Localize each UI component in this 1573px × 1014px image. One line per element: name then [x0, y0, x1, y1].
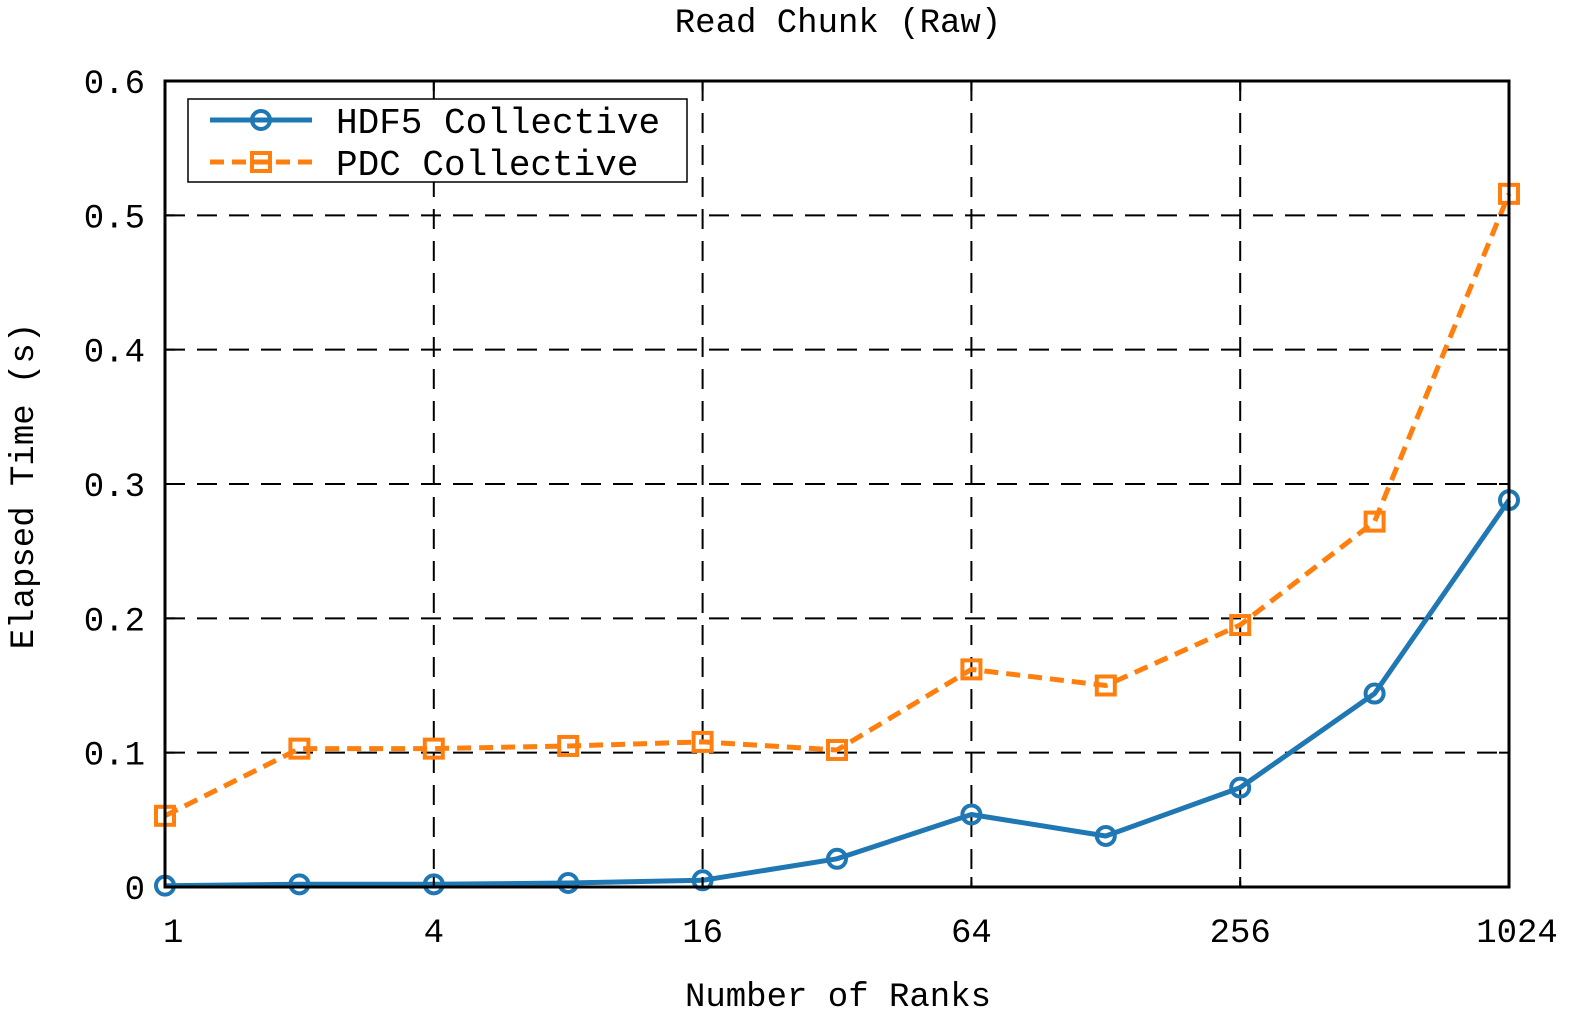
- y-tick-label: 0.2: [84, 603, 145, 641]
- legend-label-pdc: PDC Collective: [336, 145, 638, 186]
- data-point-square: [1094, 674, 1117, 697]
- y-tick-label: 0: [125, 872, 145, 910]
- x-tick-label: 1: [163, 915, 183, 953]
- data-point-square: [826, 738, 848, 761]
- data-point-circle: [557, 871, 580, 894]
- data-point-circle: [691, 869, 714, 892]
- x-axis-title: Number of Ranks: [685, 979, 991, 1014]
- x-tick-label: 4: [424, 915, 444, 953]
- series-pdc-collective: [154, 182, 1520, 827]
- chart-title: Read Chunk (Raw): [675, 5, 1001, 43]
- y-tick-label: 0.1: [84, 738, 145, 776]
- series-hdf5-collective: [154, 489, 1520, 897]
- x-tick-label: 1024: [1476, 915, 1558, 953]
- legend-label-hdf5: HDF5 Collective: [336, 103, 660, 144]
- data-point-circle: [422, 873, 445, 896]
- data-point-square: [1363, 510, 1386, 533]
- grid-lines: [165, 81, 1509, 887]
- y-axis-ticks: 0 0.1 0.2 0.3 0.4 0.5 0.6: [84, 66, 1509, 910]
- x-tick-label: 16: [682, 915, 723, 953]
- legend-marker-circle: [250, 109, 272, 131]
- y-tick-label: 0.4: [84, 335, 145, 373]
- x-axis-ticks: 1 4 16 64 256 1024: [163, 81, 1558, 953]
- data-point-circle: [1229, 776, 1252, 799]
- data-point-square: [691, 730, 714, 753]
- data-point-circle: [1094, 824, 1117, 847]
- data-point-circle: [1363, 682, 1386, 705]
- data-point-square: [557, 734, 580, 757]
- y-tick-label: 0.6: [84, 66, 145, 104]
- x-tick-label: 64: [951, 915, 992, 953]
- y-axis-title: Elapsed Time (s): [6, 323, 44, 649]
- x-tick-label: 256: [1210, 915, 1271, 953]
- data-point-square: [288, 737, 311, 760]
- series-layer: [154, 182, 1520, 897]
- legend-marker-square: [250, 151, 272, 173]
- data-point-square: [960, 658, 983, 681]
- data-point-square: [422, 737, 445, 760]
- data-point-circle: [288, 873, 311, 896]
- y-tick-label: 0.5: [84, 200, 145, 238]
- legend: HDF5 Collective PDC Collective: [187, 98, 688, 186]
- data-point-circle: [960, 803, 983, 826]
- series-line: [164, 498, 1512, 889]
- data-point-square: [1229, 614, 1252, 637]
- series-line: [163, 192, 1512, 819]
- data-point-circle: [826, 847, 848, 870]
- y-tick-label: 0.3: [84, 469, 145, 507]
